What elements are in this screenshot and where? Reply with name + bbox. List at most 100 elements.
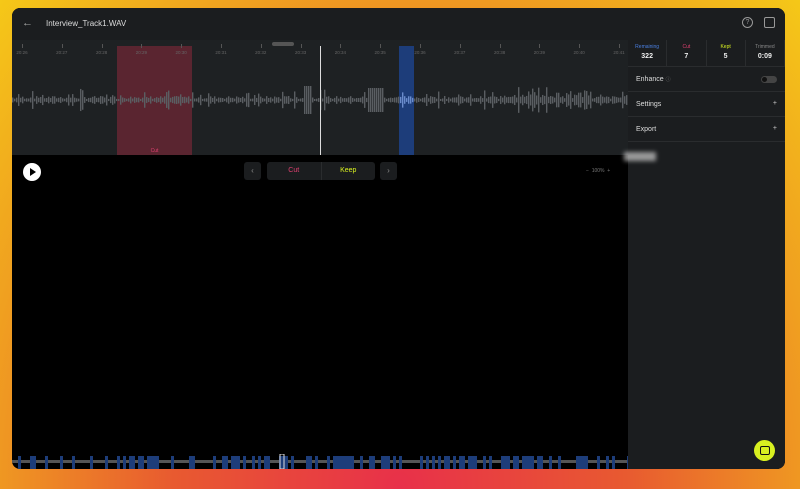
waveform-bar [34,98,36,102]
waveform-bar [424,97,426,103]
waveform-bar [420,98,422,102]
minimap-segment [570,460,573,463]
settings-row[interactable]: Settings + [628,92,785,117]
waveform-bar [246,93,248,107]
minimap-segment [201,460,204,463]
minimap-segment [417,460,420,463]
waveform-bar [348,97,350,103]
waveform-bar [524,96,526,104]
waveform-bar [510,96,512,104]
waveform-bar [96,97,98,103]
waveform-bar [110,96,112,104]
waveform-bar [624,96,626,104]
minimap-segment [252,456,255,469]
minimap-segment [345,456,348,469]
waveform-bar [552,96,554,104]
waveform-bar [282,91,284,109]
minimap-segment [459,456,462,469]
waveform-bar [574,94,576,106]
waveform-bar [210,96,212,104]
waveform[interactable] [12,40,628,155]
minimap-segment [291,456,294,469]
help-icon[interactable]: ? [742,17,753,28]
minimap-segment [552,460,555,463]
waveform-bar [364,92,366,108]
waveform-bar [426,94,428,106]
waveform-bar [596,96,598,104]
minimap-segment [462,456,465,469]
minimap-segment [330,460,333,463]
minimap-segment [183,460,186,463]
waveform-bar [202,98,204,102]
minimap-segment [54,460,57,463]
waveform-bar [558,92,560,108]
waveform-bar [152,98,154,102]
minimap-segment [612,456,615,469]
waveform-bar [154,98,156,102]
waveform-bar [594,98,596,102]
playhead[interactable] [320,46,321,155]
zoom-level: 100% [591,168,605,174]
cut-button[interactable]: Cut [288,167,300,174]
waveform-bar [74,97,76,103]
chat-support-button[interactable] [754,440,775,461]
minimap-segment [294,460,297,463]
stat-label: Trimmed [755,44,775,50]
scroll-handle[interactable] [272,42,294,46]
prev-button[interactable]: ‹ [244,162,261,180]
zoom-in-button[interactable]: + [607,168,611,174]
waveform-bar [80,88,82,112]
minimap-segment [444,456,447,469]
file-title: Interview_Track1.WAV [46,19,127,28]
minimap-segment [606,456,609,469]
export-row[interactable]: Export + [628,117,785,142]
minimap-segment [177,460,180,463]
info-icon: ⓘ [665,77,671,83]
waveform-bar [386,98,388,102]
waveform-bar [602,96,604,104]
waveform-bar [592,98,594,102]
waveform-bar [428,98,430,102]
waveform-bar [192,92,194,108]
minimap-segment [483,456,486,469]
waveform-bar [14,98,16,102]
play-button[interactable] [23,163,41,181]
waveform-bar [462,96,464,104]
minimap-segment [450,460,453,463]
minimap-segment [390,460,393,463]
waveform-bar [578,92,580,108]
overview-minimap[interactable] [12,454,628,469]
waveform-bar [416,97,418,103]
stat-label: Cut [682,44,691,50]
waveform-bar [182,97,184,103]
waveform-bar [400,96,402,104]
waveform-bar [492,92,494,108]
back-arrow-icon[interactable]: ← [22,17,33,29]
minimap-segment [306,456,309,469]
waveform-bar [546,87,548,113]
waveform-bar [532,88,534,112]
waveform-bar [144,92,146,108]
waveform-bar [196,98,198,102]
timeline[interactable]: Cut 20:26 20:27 20:28 20:29 20:30 20:31 20:32 2… [12,40,628,155]
waveform-bar [498,98,500,102]
waveform-bar [488,96,490,104]
waveform-bar [362,96,364,104]
waveform-bar [64,98,66,102]
sidebar-toggle-icon[interactable] [764,17,775,28]
minimap-segment [357,460,360,463]
waveform-bar [398,96,400,104]
next-button[interactable]: › [380,162,397,180]
waveform-bar [402,92,404,108]
waveform-bar [620,97,622,103]
keep-button[interactable]: Keep [320,162,376,180]
waveform-bar [324,89,326,111]
enhance-toggle[interactable] [761,76,777,83]
minimap-segment [537,456,540,469]
waveform-bar [480,96,482,104]
stat-label: Kept [720,44,731,50]
waveform-bar [264,98,266,102]
minimap-segment [48,460,51,463]
waveform-bar [512,96,514,104]
zoom-out-button[interactable]: − [586,168,589,174]
